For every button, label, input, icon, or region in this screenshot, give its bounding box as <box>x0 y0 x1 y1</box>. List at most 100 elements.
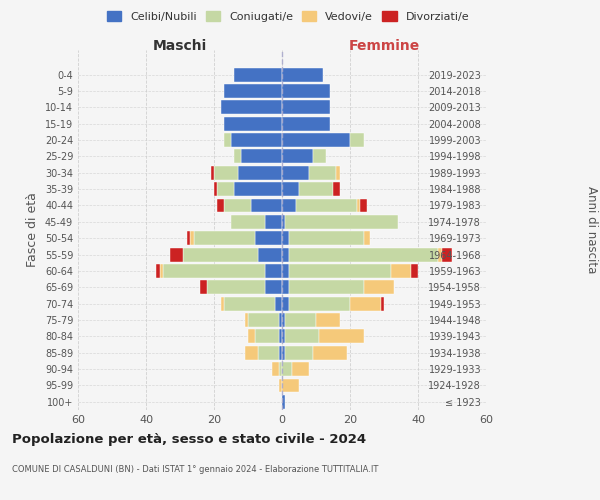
Bar <box>235 68 282 82</box>
Text: Femmine: Femmine <box>349 40 419 54</box>
Bar <box>275 296 282 310</box>
Bar <box>282 248 289 262</box>
Text: Popolazione per età, sesso e stato civile - 2024: Popolazione per età, sesso e stato civil… <box>12 432 366 446</box>
Bar <box>350 296 380 310</box>
Bar <box>214 182 217 196</box>
Bar <box>282 166 309 179</box>
Bar <box>282 346 286 360</box>
Bar <box>299 182 333 196</box>
Bar <box>278 362 282 376</box>
Bar <box>221 100 282 114</box>
Bar <box>214 166 238 179</box>
Bar <box>313 346 347 360</box>
Bar <box>282 150 313 164</box>
Bar <box>319 330 364 344</box>
Bar <box>265 280 282 294</box>
Bar <box>282 100 329 114</box>
Bar <box>255 330 278 344</box>
Bar <box>391 264 411 278</box>
Bar <box>286 313 316 327</box>
Bar <box>282 133 350 147</box>
Bar <box>211 166 214 179</box>
Bar <box>337 166 340 179</box>
Bar <box>251 198 282 212</box>
Bar <box>364 280 394 294</box>
Bar <box>282 116 329 130</box>
Bar <box>170 248 184 262</box>
Bar <box>248 313 278 327</box>
Bar <box>224 116 282 130</box>
Bar <box>231 133 282 147</box>
Bar <box>245 346 258 360</box>
Bar <box>282 264 289 278</box>
Bar <box>282 68 323 82</box>
Bar <box>190 231 194 245</box>
Bar <box>224 84 282 98</box>
Y-axis label: Fasce di età: Fasce di età <box>26 192 39 268</box>
Bar <box>282 182 299 196</box>
Bar <box>184 248 258 262</box>
Bar <box>282 330 286 344</box>
Bar <box>286 215 398 229</box>
Bar <box>200 280 207 294</box>
Bar <box>380 296 384 310</box>
Bar <box>224 133 231 147</box>
Bar <box>282 313 286 327</box>
Bar <box>364 231 370 245</box>
Bar <box>194 231 255 245</box>
Bar <box>224 198 251 212</box>
Bar <box>160 264 163 278</box>
Bar <box>217 182 235 196</box>
Bar <box>333 182 340 196</box>
Bar <box>282 198 296 212</box>
Text: Anni di nascita: Anni di nascita <box>584 186 598 274</box>
Bar <box>238 166 282 179</box>
Bar <box>221 296 224 310</box>
Bar <box>282 231 289 245</box>
Bar <box>231 215 265 229</box>
Bar <box>258 248 282 262</box>
Bar <box>289 280 364 294</box>
Bar <box>278 346 282 360</box>
Bar <box>265 264 282 278</box>
Bar <box>278 313 282 327</box>
Bar <box>235 150 241 164</box>
Bar <box>350 133 364 147</box>
Bar <box>357 198 360 212</box>
Bar <box>163 264 265 278</box>
Bar <box>235 182 282 196</box>
Bar <box>278 330 282 344</box>
Bar <box>241 150 282 164</box>
Bar <box>245 313 248 327</box>
Bar <box>278 378 282 392</box>
Bar <box>316 313 340 327</box>
Bar <box>439 248 442 262</box>
Bar <box>289 231 364 245</box>
Bar <box>313 150 326 164</box>
Bar <box>282 280 289 294</box>
Bar <box>156 264 160 278</box>
Bar <box>248 330 255 344</box>
Bar <box>282 215 286 229</box>
Bar <box>289 296 350 310</box>
Bar <box>272 362 278 376</box>
Bar <box>258 346 278 360</box>
Bar <box>255 231 282 245</box>
Bar <box>282 296 289 310</box>
Bar <box>265 215 282 229</box>
Bar <box>289 264 391 278</box>
Bar <box>282 362 292 376</box>
Legend: Celibi/Nubili, Coniugati/e, Vedovi/e, Divorziati/e: Celibi/Nubili, Coniugati/e, Vedovi/e, Di… <box>104 8 472 25</box>
Bar <box>187 231 190 245</box>
Bar <box>289 248 439 262</box>
Bar <box>296 198 357 212</box>
Bar <box>207 280 265 294</box>
Bar <box>442 248 452 262</box>
Bar <box>286 346 313 360</box>
Bar <box>217 198 224 212</box>
Bar <box>286 330 319 344</box>
Text: COMUNE DI CASALDUNI (BN) - Dati ISTAT 1° gennaio 2024 - Elaborazione TUTTITALIA.: COMUNE DI CASALDUNI (BN) - Dati ISTAT 1°… <box>12 466 379 474</box>
Bar <box>224 296 275 310</box>
Bar <box>282 84 329 98</box>
Bar <box>411 264 418 278</box>
